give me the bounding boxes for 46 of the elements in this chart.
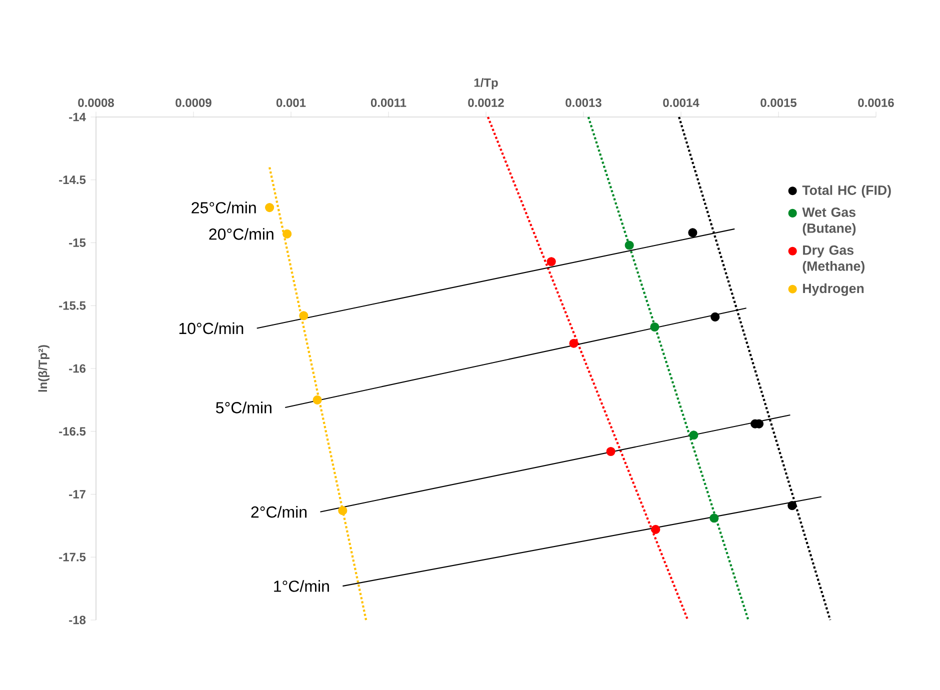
legend-label: Dry Gas (Methane): [802, 245, 864, 274]
y-tick-label: -17.5: [59, 552, 86, 562]
annotation: 20°C/min: [209, 228, 274, 240]
y-tick-label: -15.5: [59, 301, 86, 310]
y-tick-label: -16: [69, 364, 86, 373]
point: [265, 203, 274, 212]
x-tick-label: 0.001: [276, 98, 306, 107]
annotation: 25°C/min: [192, 202, 256, 214]
point: [689, 430, 698, 440]
point: [624, 240, 634, 250]
annotation: 1°C/min: [274, 580, 329, 592]
x-tick-label: 0.0016: [858, 98, 894, 107]
y-tick-label: -14.5: [59, 176, 86, 184]
x-tick-label: 0.0012: [468, 98, 504, 107]
point: [710, 514, 719, 523]
annotation: 2°C/min: [251, 506, 306, 518]
point: [299, 311, 308, 320]
x-tick-label: 0.0015: [760, 98, 797, 107]
x-tick-label: 0.0011: [370, 98, 406, 107]
point: [606, 446, 616, 456]
legend-label: Wet Gas (Butane): [802, 207, 856, 236]
point: [569, 338, 578, 348]
y-tick-label: -14: [69, 112, 86, 122]
x-tick-label: 0.0008: [78, 98, 114, 107]
x-axis-title: 1/Tp: [474, 78, 498, 90]
point: [312, 395, 322, 404]
annotation: 10°C/min: [179, 322, 244, 334]
y-axis-title: ln(β/Tp²): [38, 345, 50, 392]
point: [546, 257, 556, 266]
y-tick-label: -18: [69, 616, 86, 624]
point: [651, 524, 660, 534]
x-tick-label: 0.0013: [566, 98, 602, 107]
x-tick-label: 0.0009: [176, 98, 212, 107]
legend-label: Total HC (FID): [802, 185, 891, 198]
y-tick-label: -15: [69, 238, 86, 247]
annotation: 5°C/min: [216, 402, 272, 414]
point: [338, 506, 348, 516]
point: [688, 228, 698, 238]
y-tick-label: -17: [69, 490, 86, 498]
point: [788, 501, 797, 510]
point: [710, 312, 720, 322]
x-tick-label: 0.0014: [663, 98, 700, 107]
legend-label: Hydrogen: [803, 283, 864, 296]
point: [282, 229, 292, 238]
y-tick-label: -16.5: [59, 427, 86, 436]
point: [650, 322, 660, 332]
